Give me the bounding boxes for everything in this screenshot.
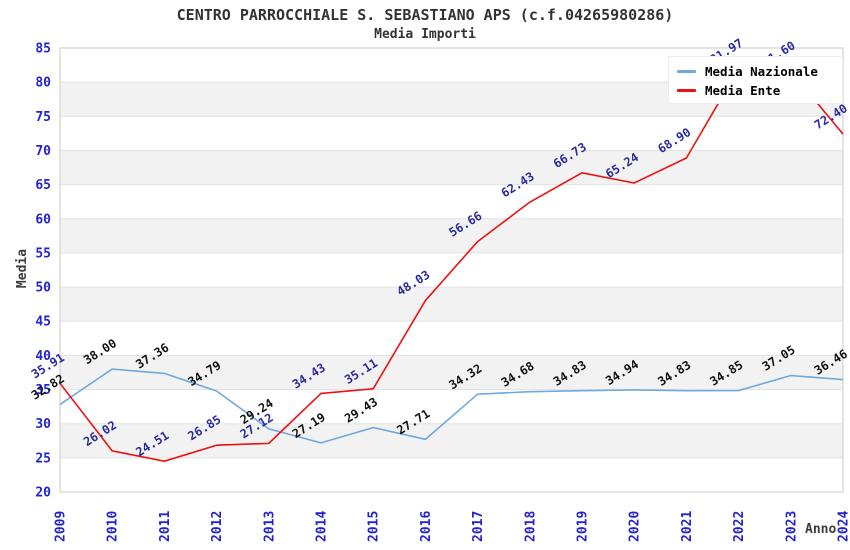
x-tick-label: 2018 bbox=[523, 511, 538, 542]
y-tick-label: 25 bbox=[35, 451, 51, 466]
series-line-media-ente bbox=[59, 67, 844, 462]
legend-item-media-nazionale: Media Nazionale bbox=[677, 62, 842, 81]
x-tick-label: 2010 bbox=[106, 511, 121, 542]
y-tick-label: 45 bbox=[35, 315, 51, 330]
legend-swatch-nazionale-icon bbox=[677, 70, 696, 73]
x-tick-label: 2011 bbox=[158, 511, 173, 542]
x-axis-title: Anno bbox=[805, 522, 837, 537]
x-tick-label: 2020 bbox=[628, 511, 643, 542]
chart-title: CENTRO PARROCCHIALE S. SEBASTIANO APS (c… bbox=[176, 6, 674, 24]
x-tick-label: 2015 bbox=[367, 511, 382, 542]
legend: Media Nazionale Media Ente bbox=[668, 56, 843, 104]
y-tick-label: 30 bbox=[35, 417, 51, 432]
x-tick-label: 2009 bbox=[54, 511, 69, 542]
y-tick-label: 20 bbox=[35, 486, 51, 501]
x-tick-label: 2019 bbox=[576, 511, 591, 542]
y-tick-label: 60 bbox=[35, 212, 51, 227]
x-tick-label: 2022 bbox=[732, 511, 747, 542]
x-tick-label: 2017 bbox=[471, 511, 486, 542]
x-tick-label: 2012 bbox=[210, 511, 225, 542]
plot-band bbox=[60, 355, 843, 390]
y-tick-label: 35 bbox=[35, 383, 51, 398]
x-tick-label: 2023 bbox=[784, 511, 799, 542]
y-tick-label: 40 bbox=[35, 349, 51, 364]
legend-label-nazionale: Media Nazionale bbox=[705, 64, 818, 79]
plot-border bbox=[59, 47, 844, 493]
plot-band bbox=[60, 150, 843, 185]
y-tick-label: 75 bbox=[35, 110, 51, 125]
y-tick-label: 65 bbox=[35, 178, 51, 193]
x-tick-label: 2021 bbox=[680, 511, 695, 542]
legend-label-ente: Media Ente bbox=[705, 83, 781, 98]
legend-swatch-ente-icon bbox=[677, 89, 696, 92]
y-tick-label: 55 bbox=[35, 246, 51, 261]
chart-subtitle: Media Importi bbox=[374, 27, 476, 42]
plot-band bbox=[60, 218, 843, 253]
y-tick-label: 50 bbox=[35, 281, 51, 296]
x-tick-label: 2024 bbox=[837, 511, 850, 542]
y-tick-label: 70 bbox=[35, 144, 51, 159]
plot-band bbox=[60, 423, 843, 458]
y-tick-label: 80 bbox=[35, 76, 51, 91]
x-tick-label: 2013 bbox=[262, 511, 277, 542]
x-tick-label: 2016 bbox=[419, 511, 434, 542]
y-tick-label: 85 bbox=[35, 42, 51, 57]
legend-item-media-ente: Media Ente bbox=[677, 81, 842, 100]
x-tick-label: 2014 bbox=[315, 511, 330, 542]
series-line-media-nazionale bbox=[59, 368, 844, 444]
data-label-media-nazionale: 29.43 bbox=[342, 395, 380, 426]
plot-band bbox=[60, 287, 843, 322]
